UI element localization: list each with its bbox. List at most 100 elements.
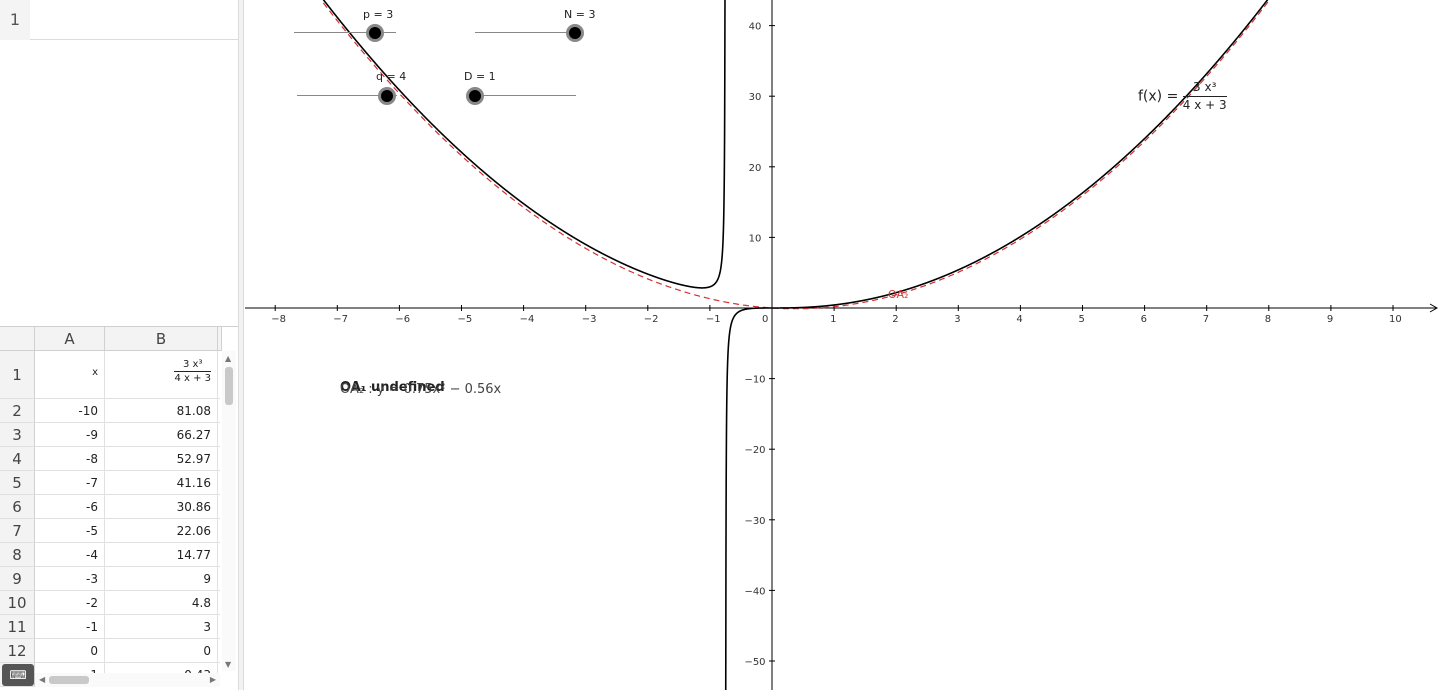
- cell-a[interactable]: -4: [35, 543, 105, 566]
- cell-b[interactable]: 41.16: [105, 471, 218, 494]
- row-number[interactable]: 1: [0, 351, 35, 398]
- slider-p-track[interactable]: [294, 32, 396, 33]
- table-row: 3 -9 66.27: [0, 423, 220, 447]
- cell-a[interactable]: 0: [35, 639, 105, 662]
- x-tick-label: 9: [1327, 314, 1333, 325]
- cell-b1-fraction: 3 x³ 4 x + 3: [174, 359, 211, 384]
- cell-b[interactable]: 0: [105, 639, 218, 662]
- cell-a[interactable]: -3: [35, 567, 105, 590]
- row-number[interactable]: 3: [0, 423, 35, 446]
- horizontal-scroll-thumb[interactable]: [49, 676, 89, 684]
- row-number[interactable]: 2: [0, 399, 35, 422]
- y-tick-label: 40: [749, 22, 762, 33]
- y-tick-label: −30: [744, 516, 765, 527]
- x-tick-label: −5: [458, 314, 473, 325]
- table-row: 5 -7 41.16: [0, 471, 220, 495]
- slider-q-knob[interactable]: [378, 87, 396, 105]
- slider-d-track[interactable]: [475, 95, 576, 96]
- y-tick-label: −50: [744, 657, 765, 668]
- column-header-filler: [218, 327, 222, 351]
- table-row: 11 -1 3: [0, 615, 220, 639]
- cell-b[interactable]: 4.8: [105, 591, 218, 614]
- cell-a[interactable]: -7: [35, 471, 105, 494]
- fraction-numerator: 3 x³: [174, 359, 211, 372]
- spreadsheet-horizontal-scrollbar[interactable]: ◀ ▶: [35, 673, 220, 687]
- slider-p-knob[interactable]: [366, 24, 384, 42]
- graphics-view[interactable]: −8 −7 −6 −5 −4 −3 −2 −1 0 1 2 3 4 5 6 7 8 9 10 40 30 20 10 −10−…: [245, 0, 1440, 690]
- cell-b1[interactable]: 3 x³ 4 x + 3: [105, 351, 218, 398]
- row-number[interactable]: 9: [0, 567, 35, 590]
- x-tick-label: 7: [1203, 314, 1209, 325]
- algebra-view: 1: [0, 0, 238, 320]
- scroll-down-icon[interactable]: ▼: [225, 660, 232, 669]
- graph-canvas[interactable]: −8 −7 −6 −5 −4 −3 −2 −1 0 1 2 3 4 5 6 7 8 9 1040302010−10−…: [245, 0, 1440, 690]
- column-header-a[interactable]: A: [35, 327, 105, 351]
- spreadsheet-view: A B 1 x 3 x³ 4 x + 3 2 -10 81.08 3 -9 66.27 4-…: [0, 326, 238, 690]
- cell-b[interactable]: 9: [105, 567, 218, 590]
- oa1-undefined-text: OA₁ undefined: [340, 380, 445, 395]
- slider-q-label: q = 4: [376, 70, 407, 83]
- x-tick-label: −1: [706, 314, 721, 325]
- table-row: 6 -6 30.86: [0, 495, 220, 519]
- row-number[interactable]: 8: [0, 543, 35, 566]
- scroll-left-icon[interactable]: ◀: [39, 675, 46, 684]
- spreadsheet-corner[interactable]: [0, 327, 35, 351]
- row-number[interactable]: 7: [0, 519, 35, 542]
- cell-b[interactable]: 30.86: [105, 495, 218, 518]
- row-number[interactable]: 12: [0, 639, 35, 662]
- row-number[interactable]: 11: [0, 615, 35, 638]
- function-fraction: 3 x³ 4 x + 3: [1182, 80, 1227, 113]
- algebra-input-row[interactable]: 1: [0, 0, 238, 40]
- table-row: 8 -4 14.77: [0, 543, 220, 567]
- y-tick-label: −10: [744, 375, 765, 386]
- cell-b[interactable]: 3: [105, 615, 218, 638]
- asymptote-curve: [320, 0, 1271, 310]
- cell-a[interactable]: -10: [35, 399, 105, 422]
- slider-q-track[interactable]: [297, 95, 397, 96]
- vertical-scroll-thumb[interactable]: [225, 367, 233, 405]
- y-tick-label: −40: [744, 586, 765, 597]
- x-tick-label: −7: [333, 314, 348, 325]
- x-tick-label: 0: [762, 314, 768, 325]
- slider-d-label: D = 1: [464, 70, 496, 83]
- function-label[interactable]: f(x) = 3 x³ 4 x + 3: [1138, 80, 1227, 113]
- oa2-equation-text: OA₂ : y = 0.75x² − 0.56x: [340, 382, 502, 397]
- row-number[interactable]: 5: [0, 471, 35, 494]
- view-splitter[interactable]: [238, 0, 244, 690]
- cell-b[interactable]: 14.77: [105, 543, 218, 566]
- table-row: 12 0 0: [0, 639, 220, 663]
- slider-d-knob[interactable]: [466, 87, 484, 105]
- x-tick-label: −2: [644, 314, 659, 325]
- cell-a[interactable]: -2: [35, 591, 105, 614]
- function-denominator: 4 x + 3: [1182, 98, 1227, 112]
- scroll-up-icon[interactable]: ▲: [225, 354, 232, 363]
- cell-b[interactable]: 66.27: [105, 423, 218, 446]
- cell-a1[interactable]: x: [35, 351, 105, 398]
- x-tick-label: 6: [1141, 314, 1147, 325]
- row-number[interactable]: 10: [0, 591, 35, 614]
- spreadsheet-vertical-scrollbar[interactable]: ▲ ▼: [222, 351, 236, 671]
- cell-b[interactable]: 22.06: [105, 519, 218, 542]
- x-tick-label: 4: [1016, 314, 1022, 325]
- x-tick-label: −6: [395, 314, 410, 325]
- row-number[interactable]: 4: [0, 447, 35, 470]
- cell-a[interactable]: -6: [35, 495, 105, 518]
- cell-b[interactable]: 52.97: [105, 447, 218, 470]
- slider-n-knob[interactable]: [566, 24, 584, 42]
- column-header-b[interactable]: B: [105, 327, 218, 351]
- cell-a[interactable]: -1: [35, 615, 105, 638]
- scroll-right-icon[interactable]: ▶: [209, 675, 216, 684]
- cell-b[interactable]: 81.08: [105, 399, 218, 422]
- function-numerator: 3 x³: [1182, 80, 1227, 97]
- keyboard-icon[interactable]: ⌨: [2, 664, 34, 686]
- cell-a[interactable]: -5: [35, 519, 105, 542]
- function-curve-right: [724, 0, 1269, 690]
- cell-a[interactable]: -9: [35, 423, 105, 446]
- asymptote-label[interactable]: OA₂: [888, 288, 909, 301]
- slider-n-track[interactable]: [475, 32, 577, 33]
- table-row: 10 -2 4.8: [0, 591, 220, 615]
- function-lhs: f(x) =: [1138, 88, 1179, 105]
- cell-a[interactable]: -8: [35, 447, 105, 470]
- row-number[interactable]: 6: [0, 495, 35, 518]
- algebra-row-number: 1: [0, 0, 30, 40]
